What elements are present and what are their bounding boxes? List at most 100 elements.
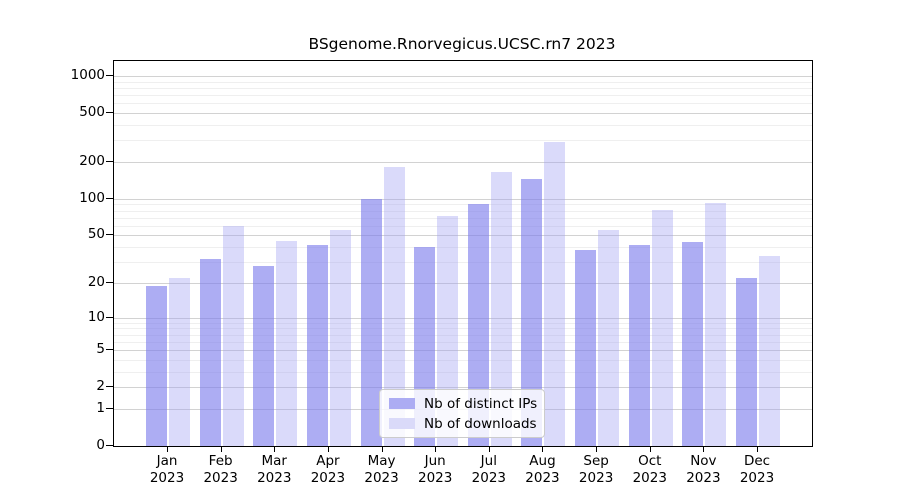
x-tick-label-dec: Dec 2023 [739, 453, 775, 486]
y-tick-label-1000: 1000 [70, 67, 105, 84]
y-tick-label-500: 500 [79, 104, 105, 121]
x-tick-mark-jan [167, 446, 168, 452]
y-tick-label-10: 10 [87, 308, 105, 325]
bar-downloads-mar [276, 240, 298, 446]
legend-item-distinct-ips: Nb of distinct IPs [389, 395, 538, 412]
y-tick-mark-1 [106, 407, 113, 409]
y-tick-mark-50 [106, 234, 113, 236]
legend-swatch-distinct-ips [389, 398, 415, 409]
bar-downloads-feb [222, 225, 244, 446]
x-tick-label-jul: Jul 2023 [471, 453, 506, 486]
bar-downloads-sep [598, 230, 620, 446]
legend-label-downloads: Nb of downloads [424, 415, 537, 432]
x-tick-mark-feb [220, 446, 222, 452]
legend-box: Nb of distinct IPs Nb of downloads [379, 389, 545, 438]
bar-distinct-ips-sep [575, 249, 597, 446]
bar-distinct-ips-feb [199, 258, 221, 446]
gridline-minor [114, 328, 812, 330]
gridline-1000 [114, 76, 812, 78]
y-tick-label-5: 5 [96, 341, 105, 358]
gridline-minor [114, 95, 812, 97]
bar-distinct-ips-dec [736, 278, 758, 446]
bar-distinct-ips-mar [253, 265, 275, 446]
bar-distinct-ips-aug [521, 179, 543, 446]
gridline-100 [114, 198, 812, 200]
x-tick-mark-mar [274, 446, 276, 452]
gridline-minor [114, 247, 812, 249]
x-tick-mark-nov [703, 446, 705, 452]
gridline-minor [114, 210, 812, 212]
x-tick-mark-jul [488, 446, 490, 452]
gridline-minor [114, 81, 812, 83]
legend-item-downloads: Nb of downloads [389, 415, 537, 432]
gridline-2 [114, 387, 812, 389]
bar-distinct-ips-may [360, 198, 382, 446]
x-tick-label-feb: Feb 2023 [203, 453, 238, 486]
y-tick-label-2: 2 [96, 378, 105, 395]
x-tick-label-nov: Nov 2023 [686, 453, 721, 486]
bar-distinct-ips-apr [306, 244, 328, 446]
gridline-5 [114, 350, 812, 352]
bar-distinct-ips-nov [682, 242, 704, 446]
x-tick-label-oct: Oct 2023 [632, 453, 667, 486]
y-tick-label-100: 100 [79, 189, 105, 206]
x-tick-label-apr: Apr 2023 [310, 453, 346, 486]
gridline-minor [114, 140, 812, 142]
gridline-minor [114, 262, 812, 264]
y-tick-label-0: 0 [96, 437, 105, 453]
gridline-minor [114, 371, 812, 373]
x-tick-label-mar: Mar 2023 [257, 453, 292, 486]
legend-swatch-downloads [389, 418, 415, 429]
x-tick-label-sep: Sep 2023 [578, 453, 614, 486]
y-tick-mark-20 [106, 281, 113, 283]
gridline-500 [114, 113, 812, 115]
bar-distinct-ips-jan [146, 285, 167, 446]
y-tick-label-200: 200 [79, 153, 105, 170]
x-tick-mark-oct [649, 446, 651, 452]
x-tick-label-may: May 2023 [364, 453, 399, 486]
bar-downloads-aug [544, 142, 566, 446]
y-tick-mark-200 [106, 161, 113, 163]
gridline-200 [114, 162, 812, 164]
bar-downloads-jun [437, 216, 459, 446]
x-tick-label-jun: Jun 2023 [418, 453, 453, 486]
y-tick-mark-0 [106, 445, 113, 446]
bar-downloads-apr [329, 229, 351, 446]
gridline-minor [114, 359, 812, 361]
x-tick-mark-may [381, 446, 383, 452]
x-tick-label-aug: Aug 2023 [525, 453, 560, 486]
bar-distinct-ips-oct [628, 244, 650, 446]
x-tick-mark-sep [596, 446, 598, 452]
gridline-minor [114, 217, 812, 219]
chart-title: BSgenome.Rnorvegicus.UCSC.rn7 2023 [308, 35, 616, 53]
y-tick-mark-5 [106, 349, 113, 351]
legend-label-distinct-ips: Nb of distinct IPs [424, 395, 538, 412]
gridline-minor [114, 103, 812, 105]
y-tick-mark-500 [106, 112, 113, 114]
y-tick-mark-2 [106, 386, 113, 388]
gridline-minor [114, 87, 812, 89]
gridline-50 [114, 235, 812, 237]
gridline-minor [114, 204, 812, 206]
y-tick-label-50: 50 [87, 226, 105, 243]
gridline-minor [114, 125, 812, 127]
x-tick-mark-jun [435, 446, 437, 452]
bar-distinct-ips-jul [467, 204, 489, 446]
y-tick-mark-1000 [106, 75, 113, 77]
gridline-20 [114, 282, 812, 284]
bar-downloads-jul [490, 171, 512, 446]
x-tick-mark-dec [757, 446, 759, 452]
y-tick-label-20: 20 [87, 273, 105, 290]
y-tick-mark-10 [106, 316, 113, 318]
bar-downloads-nov [705, 203, 727, 446]
gridline-10 [114, 317, 812, 319]
x-tick-mark-apr [327, 446, 329, 452]
x-tick-label-jan: Jan 2023 [149, 453, 185, 486]
y-tick-mark-100 [106, 197, 113, 199]
plot-area [113, 60, 813, 447]
bar-downloads-oct [651, 210, 673, 446]
bar-downloads-jan [169, 278, 190, 446]
gridline-minor [114, 225, 812, 227]
x-tick-mark-aug [542, 446, 544, 452]
